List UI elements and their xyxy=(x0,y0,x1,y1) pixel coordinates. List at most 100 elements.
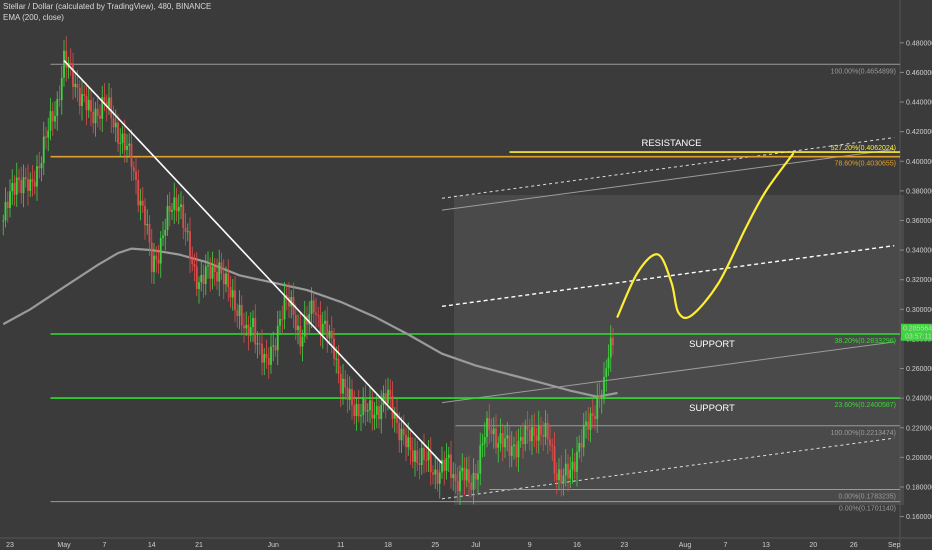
projection-curve xyxy=(616,152,795,319)
candle-body-30 xyxy=(69,62,72,64)
candle-body-51 xyxy=(117,122,119,144)
chart-title: Stellar / Dollar (calculated by TradingV… xyxy=(3,2,212,11)
candle-body-99 xyxy=(225,273,227,285)
candle-body-63 xyxy=(144,205,146,226)
level-label-0: 38.20%(0.2833296) xyxy=(835,338,897,345)
candle-body-9 xyxy=(22,177,25,194)
candle-body-220 xyxy=(497,443,500,448)
x-tick-label-0: 23 xyxy=(6,542,14,549)
candle-body-27 xyxy=(63,50,65,78)
candle-body-137 xyxy=(310,300,313,315)
candle-body-109 xyxy=(247,324,250,336)
candle-body-160 xyxy=(362,398,365,416)
candle-body-215 xyxy=(486,418,488,438)
candle-body-110 xyxy=(249,327,252,336)
candle-body-224 xyxy=(506,435,509,439)
candle-body-205 xyxy=(463,467,466,481)
candle-body-240 xyxy=(542,434,545,437)
candle-body-254 xyxy=(573,461,576,472)
candle-body-173 xyxy=(391,395,394,419)
candle-body-14 xyxy=(33,181,36,187)
candle-body-31 xyxy=(72,63,74,88)
candle-body-93 xyxy=(211,266,214,279)
candle-body-79 xyxy=(180,204,182,208)
candle-body-200 xyxy=(452,474,455,479)
candle-body-217 xyxy=(490,429,493,435)
candle-body-73 xyxy=(166,205,169,231)
candle-body-186 xyxy=(420,447,423,466)
candle-body-218 xyxy=(492,428,495,435)
candle-body-115 xyxy=(261,343,263,363)
candle-body-228 xyxy=(515,444,518,458)
last-price-countdown: 03:57:11 xyxy=(905,333,932,340)
candle-body-172 xyxy=(389,389,392,396)
level-label-5: 100.00%(0.2213474) xyxy=(831,430,896,437)
candle-body-222 xyxy=(501,433,504,448)
candle-body-235 xyxy=(531,427,533,442)
candle-body-19 xyxy=(45,136,47,138)
candle-body-198 xyxy=(447,454,450,459)
candle-body-86 xyxy=(195,266,198,290)
candle-body-75 xyxy=(171,209,173,212)
candle-body-47 xyxy=(108,97,110,108)
candle-body-230 xyxy=(519,436,522,441)
x-tick-label-18: Sep xyxy=(888,542,901,549)
candle-body-191 xyxy=(432,472,434,475)
x-tick-label-13: Aug xyxy=(679,542,692,549)
ema-200-line xyxy=(2,247,618,398)
candle-body-113 xyxy=(256,343,259,345)
candle-body-242 xyxy=(546,422,549,440)
candle-body-61 xyxy=(139,200,142,206)
candle-body-37 xyxy=(85,95,88,111)
candle-body-141 xyxy=(319,314,322,335)
level-label-7: 0.00%(0.1701140) xyxy=(839,506,896,513)
candle-body-100 xyxy=(227,273,230,288)
candle-body-151 xyxy=(342,378,344,394)
candle-body-158 xyxy=(357,403,360,417)
candle-body-48 xyxy=(110,97,113,119)
candle-body-255 xyxy=(576,451,578,472)
candle-body-91 xyxy=(207,265,209,267)
candle-body-243 xyxy=(549,439,551,446)
candle-body-140 xyxy=(317,314,320,316)
candle-body-58 xyxy=(132,167,135,172)
regression-channel xyxy=(441,137,895,500)
candle-body-263 xyxy=(594,415,596,420)
candle-body-71 xyxy=(162,235,164,238)
candle-body-195 xyxy=(441,459,443,473)
candle-body-164 xyxy=(371,400,374,419)
candle-body-166 xyxy=(375,406,378,415)
candle-body-182 xyxy=(411,450,414,462)
x-tick-label-7: 18 xyxy=(384,542,392,549)
candle-body-20 xyxy=(47,130,50,138)
candle-body-17 xyxy=(40,163,43,169)
channel-shade xyxy=(454,195,904,505)
candle-body-49 xyxy=(112,118,115,128)
indicator-label: EMA (200, close) xyxy=(3,13,64,22)
candle-body-221 xyxy=(499,433,502,444)
candle-body-268 xyxy=(605,368,608,377)
candle-body-107 xyxy=(243,325,245,329)
candle-body-165 xyxy=(373,414,376,419)
candle-body-123 xyxy=(279,319,281,326)
candle-body-181 xyxy=(409,437,412,451)
candle-body-176 xyxy=(398,422,401,441)
candle-body-97 xyxy=(220,262,223,274)
candle-body-225 xyxy=(508,435,511,456)
candle-body-26 xyxy=(60,77,63,101)
candle-body-233 xyxy=(526,425,529,430)
candle-body-78 xyxy=(177,207,180,212)
candle-body-152 xyxy=(344,378,347,388)
candle-body-169 xyxy=(382,393,385,405)
horizontal-levels: 38.20%(0.2833296) SUPPORT 23.60%(0.2400587… xyxy=(50,63,900,513)
candle-body-214 xyxy=(483,437,486,444)
